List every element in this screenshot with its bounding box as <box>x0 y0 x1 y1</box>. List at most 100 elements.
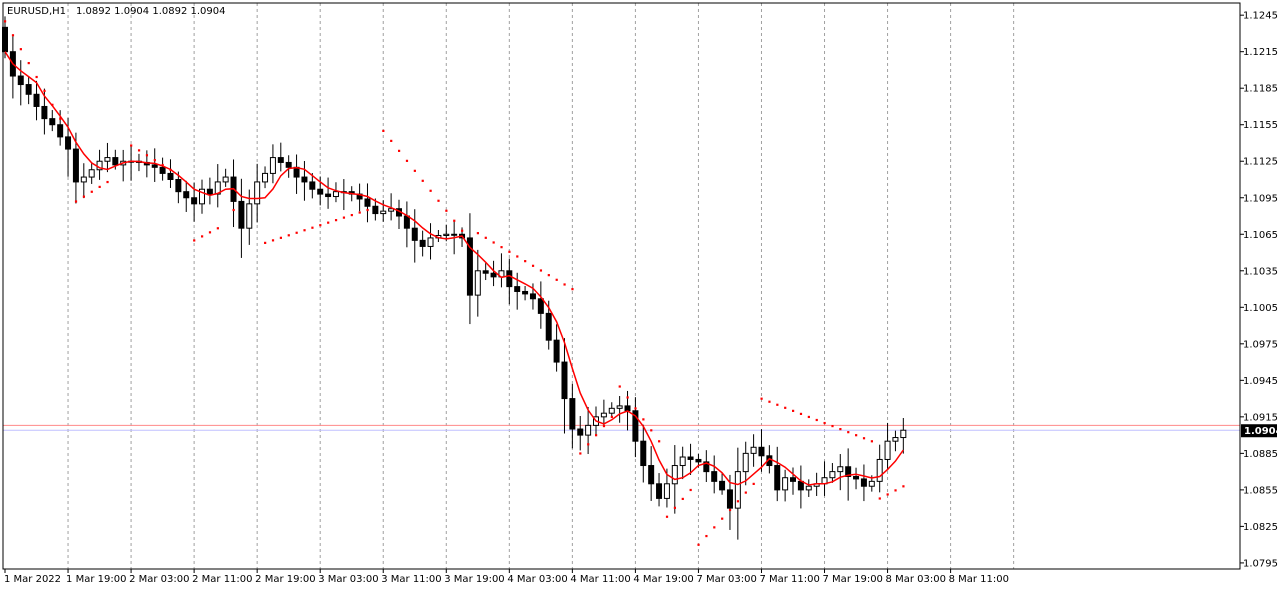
plot-frame <box>2 2 1241 570</box>
sar-dot <box>4 20 7 23</box>
sar-dot <box>681 497 684 501</box>
sar-dot <box>137 149 141 152</box>
candle-body <box>293 166 300 178</box>
candle-body <box>254 181 261 205</box>
candle-body <box>175 178 182 193</box>
candle-body <box>206 188 213 195</box>
x-tick-label: 4 Mar 11:00 <box>570 574 630 585</box>
sar-dot <box>752 482 755 485</box>
candle-body <box>25 84 32 95</box>
candle-body <box>33 93 40 107</box>
sar-dot <box>799 412 803 416</box>
candle-body <box>41 105 48 120</box>
candle-body <box>49 118 56 126</box>
x-tick-label: 2 Mar 19:00 <box>255 574 315 585</box>
y-tick-label: 1.1125 <box>1243 157 1278 168</box>
sar-dot <box>130 144 133 147</box>
candle-body <box>577 428 584 436</box>
sar-dot <box>358 211 361 214</box>
candle-body <box>758 446 765 457</box>
y-tick-label: 1.0885 <box>1243 449 1278 460</box>
x-tick-label: 3 Mar 19:00 <box>444 574 504 585</box>
candle-body <box>545 312 552 341</box>
sar-dot <box>74 200 78 203</box>
candle-body <box>616 405 623 409</box>
candle-body <box>632 410 639 442</box>
candle-body <box>183 191 190 199</box>
candle-body <box>585 424 592 436</box>
sar-dot <box>650 429 653 432</box>
candle-body <box>246 203 253 229</box>
sar-dot <box>145 154 149 157</box>
sar-dot <box>547 274 550 277</box>
candle-body <box>845 466 852 477</box>
candle-body <box>561 361 568 400</box>
x-tick-label: 8 Mar 03:00 <box>886 574 946 585</box>
candle-body <box>277 157 284 163</box>
x-tick-label: 7 Mar 03:00 <box>696 574 756 585</box>
candle-body <box>411 227 418 241</box>
sar-dot <box>484 236 487 239</box>
candle-body <box>57 124 64 138</box>
y-tick-label: 1.0825 <box>1243 522 1278 533</box>
candle-body <box>285 161 292 168</box>
sar-dot <box>579 452 582 455</box>
candle-body <box>726 489 733 509</box>
sar-dot <box>894 489 897 492</box>
candle-body <box>703 461 710 473</box>
y-tick-label: 1.0795 <box>1243 558 1278 569</box>
y-tick-label: 1.1095 <box>1243 193 1278 204</box>
sar-dot <box>839 428 842 431</box>
sar-dot <box>216 227 219 230</box>
parabolic-sar <box>4 20 905 546</box>
y-tick-label: 1.0975 <box>1243 339 1278 350</box>
sar-dot <box>11 34 15 37</box>
x-tick-label: 2 Mar 11:00 <box>192 574 252 585</box>
candle-body <box>868 480 875 487</box>
candle-body <box>742 452 749 473</box>
candle-body <box>325 193 332 198</box>
candle-body <box>734 471 741 509</box>
sar-dot <box>398 149 401 152</box>
candle-body <box>159 166 166 174</box>
candle-body <box>506 270 513 288</box>
sar-dot <box>500 246 503 249</box>
x-tick-label: 1 Mar 19:00 <box>66 574 126 585</box>
candle-body <box>671 465 678 485</box>
sar-dot <box>492 241 495 244</box>
candle-body <box>380 210 387 215</box>
candle-body <box>466 237 473 296</box>
sar-dot <box>271 239 275 242</box>
x-tick-label: 3 Mar 03:00 <box>318 574 378 585</box>
sar-dot <box>201 235 204 238</box>
sar-dot <box>421 179 424 182</box>
sar-dot <box>208 231 212 234</box>
candle-body <box>262 172 269 183</box>
sar-dot <box>43 89 46 93</box>
sar-dot <box>405 159 409 162</box>
sar-dot <box>106 180 109 184</box>
y-tick-label: 1.1245 <box>1243 11 1278 22</box>
sar-dot <box>602 424 606 428</box>
candle-body <box>750 446 757 454</box>
candle-body <box>656 483 663 499</box>
candle-body <box>317 188 324 195</box>
y-tick-label: 1.1005 <box>1243 303 1278 314</box>
x-tick-label: 4 Mar 19:00 <box>633 574 693 585</box>
sar-dot <box>350 213 353 217</box>
ma-line <box>4 51 904 486</box>
sar-dot <box>193 239 196 242</box>
sar-dot <box>153 159 156 162</box>
sar-dot <box>744 491 747 494</box>
sar-dot <box>760 397 763 400</box>
sar-dot <box>792 409 795 412</box>
sar-dot <box>658 440 661 443</box>
sar-dot <box>862 437 866 440</box>
sar-dot <box>555 278 558 281</box>
sar-dot <box>736 500 740 503</box>
y-tick-label: 1.1065 <box>1243 230 1278 241</box>
sar-dot <box>366 208 369 212</box>
y-tick-label: 1.1185 <box>1243 84 1278 95</box>
candle-body <box>876 458 883 482</box>
